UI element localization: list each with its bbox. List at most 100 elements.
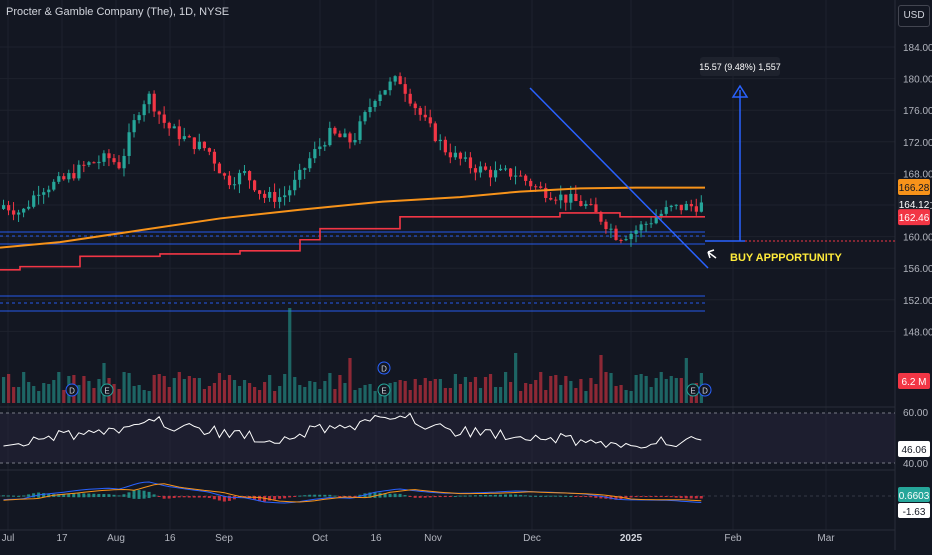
candle-body[interactable]	[142, 104, 146, 116]
candle-body[interactable]	[293, 179, 297, 191]
candle-body[interactable]	[72, 173, 76, 179]
buy-annotation-text[interactable]: BUY APPPORTUNITY	[730, 252, 843, 264]
candle-body[interactable]	[358, 121, 362, 141]
candle-body[interactable]	[594, 204, 598, 212]
dividend-marker-icon[interactable]	[65, 383, 79, 397]
candle-body[interactable]	[122, 155, 126, 169]
candle-body[interactable]	[278, 197, 282, 202]
candle-body[interactable]	[192, 137, 196, 150]
candle-body[interactable]	[182, 136, 186, 140]
candle-body[interactable]	[514, 175, 518, 177]
candle-body[interactable]	[664, 207, 668, 214]
candle-body[interactable]	[117, 162, 121, 169]
candle-body[interactable]	[549, 197, 553, 200]
candle-body[interactable]	[177, 126, 181, 140]
macd-signal-line[interactable]	[3, 483, 702, 503]
candle-body[interactable]	[433, 123, 437, 142]
candle-body[interactable]	[654, 217, 658, 224]
candle-body[interactable]	[463, 157, 468, 159]
candle-body[interactable]	[544, 187, 548, 198]
candle-body[interactable]	[22, 208, 26, 213]
candle-body[interactable]	[217, 163, 222, 174]
candle-body[interactable]	[202, 141, 206, 149]
candle-body[interactable]	[669, 205, 673, 208]
rsi-line[interactable]	[3, 412, 702, 449]
candle-body[interactable]	[468, 157, 473, 169]
candle-body[interactable]	[132, 120, 136, 133]
candle-body[interactable]	[207, 148, 212, 152]
candle-body[interactable]	[157, 111, 161, 115]
candle-body[interactable]	[644, 223, 648, 225]
candle-body[interactable]	[77, 164, 81, 179]
candle-body[interactable]	[197, 141, 201, 150]
candle-body[interactable]	[298, 169, 302, 180]
candle-body[interactable]	[172, 126, 176, 129]
candle-body[interactable]	[614, 228, 618, 240]
candle-body[interactable]	[599, 211, 603, 222]
candle-body[interactable]	[222, 173, 227, 176]
candle-body[interactable]	[97, 161, 101, 164]
candle-body[interactable]	[67, 173, 71, 180]
candle-body[interactable]	[32, 195, 36, 207]
candle-body[interactable]	[212, 151, 217, 164]
candle-body[interactable]	[247, 171, 252, 181]
candle-body[interactable]	[12, 210, 16, 215]
candle-body[interactable]	[403, 84, 407, 94]
candle-body[interactable]	[288, 190, 292, 196]
candle-body[interactable]	[488, 169, 493, 178]
candle-body[interactable]	[353, 140, 357, 143]
candle-body[interactable]	[574, 193, 578, 201]
candle-body[interactable]	[338, 133, 342, 138]
candle-body[interactable]	[428, 117, 432, 124]
candle-body[interactable]	[323, 145, 327, 147]
candle-body[interactable]	[624, 239, 628, 241]
earnings-marker-icon[interactable]	[377, 383, 391, 397]
candle-body[interactable]	[52, 181, 56, 190]
candle-body[interactable]	[569, 193, 573, 203]
candle-body[interactable]	[237, 172, 242, 185]
candle-body[interactable]	[258, 190, 262, 194]
candle-body[interactable]	[438, 139, 442, 142]
candle-body[interactable]	[82, 164, 86, 166]
candle-body[interactable]	[42, 192, 46, 195]
candle-body[interactable]	[308, 158, 312, 169]
candle-body[interactable]	[112, 158, 116, 163]
candle-body[interactable]	[303, 168, 307, 170]
candle-body[interactable]	[694, 206, 698, 212]
candle-body[interactable]	[37, 194, 41, 196]
candle-body[interactable]	[328, 127, 332, 146]
candle-body[interactable]	[388, 81, 392, 91]
candle-body[interactable]	[368, 107, 372, 113]
candle-body[interactable]	[268, 191, 272, 198]
candle-body[interactable]	[604, 221, 608, 230]
candle-body[interactable]	[378, 94, 382, 102]
candle-body[interactable]	[519, 175, 523, 177]
candle-body[interactable]	[263, 193, 267, 198]
trailing-stop-line[interactable]	[0, 212, 705, 271]
macd-line[interactable]	[3, 481, 702, 504]
candle-body[interactable]	[47, 189, 51, 193]
candle-body[interactable]	[584, 204, 588, 206]
dividend-marker-icon[interactable]	[698, 383, 712, 397]
candle-body[interactable]	[684, 203, 688, 211]
candle-body[interactable]	[443, 139, 447, 153]
candle-body[interactable]	[102, 153, 106, 162]
trend-line[interactable]	[529, 87, 709, 269]
candle-body[interactable]	[398, 76, 402, 85]
candle-body[interactable]	[674, 204, 678, 206]
candle-body[interactable]	[539, 186, 543, 188]
candle-body[interactable]	[554, 199, 558, 201]
candle-body[interactable]	[87, 162, 91, 165]
candle-body[interactable]	[659, 213, 663, 218]
candle-body[interactable]	[313, 149, 317, 159]
moving-average-line[interactable]	[0, 186, 705, 249]
candle-body[interactable]	[152, 93, 156, 112]
candle-body[interactable]	[383, 90, 387, 95]
candle-body[interactable]	[564, 194, 568, 203]
candle-body[interactable]	[679, 204, 683, 211]
candle-body[interactable]	[232, 184, 237, 186]
dividend-marker-icon[interactable]	[377, 361, 391, 375]
candle-body[interactable]	[92, 162, 96, 164]
